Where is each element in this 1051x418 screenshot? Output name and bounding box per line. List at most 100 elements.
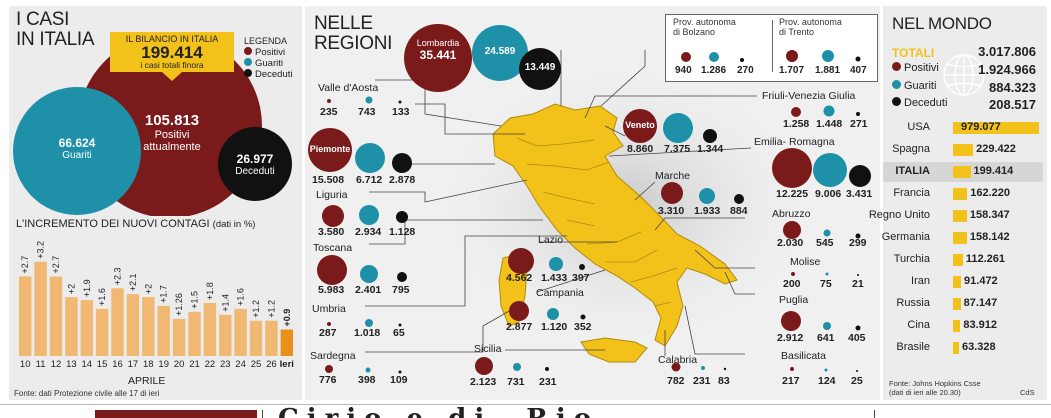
increment-value-label: +1.26 <box>174 293 184 316</box>
toscana-name: Toscana <box>313 242 353 254</box>
puglia-positivi-bubble <box>781 311 801 331</box>
world-positivi-row: Positivi 1.924.966 <box>892 62 1042 77</box>
increment-category-label: 13 <box>66 359 77 370</box>
friuli-deceduti: 271 <box>850 118 868 130</box>
veneto-deceduti: 1.344 <box>697 143 724 155</box>
footer-rule-right <box>874 410 875 418</box>
friuli-positivi-dot <box>791 107 801 117</box>
country-row: Turchia 112.261 <box>883 250 1043 270</box>
country-name: Cina <box>907 319 930 331</box>
bilancio-box: IL BILANCIO IN ITALIA 199.414 i casi tot… <box>110 32 234 72</box>
lombardia-deceduti: 13.449 <box>524 62 556 73</box>
italy-mainland-shape <box>492 103 738 347</box>
increment-bar <box>142 297 155 356</box>
italy-title-line2: IN ITALIA <box>16 29 95 50</box>
bolzano-name: Prov. autonoma di Bolzano <box>673 17 736 37</box>
country-value: 162.220 <box>970 187 1010 199</box>
increment-category-label: 25 <box>251 359 262 370</box>
increment-category-label: 20 <box>174 359 185 370</box>
increment-note: (dati in %) <box>212 219 256 230</box>
molise-deceduti: 21 <box>852 278 864 290</box>
world-credit: CdS <box>1020 388 1035 397</box>
piemonte-guariti: 6.712 <box>356 174 383 186</box>
increment-bar <box>249 320 263 356</box>
toscana-positivi-bubble <box>317 255 347 285</box>
piemonte-positivi-bubble <box>308 128 352 172</box>
increment-category-label: Ieri <box>280 359 294 370</box>
country-bar <box>953 320 961 332</box>
valle-aosta-guariti: 743 <box>358 106 376 118</box>
guariti-value: 66.624 <box>58 136 96 150</box>
basilicata-positivi-dot <box>790 367 794 371</box>
marche-guariti-bubble <box>699 188 715 204</box>
country-row: ITALIA 199.414 <box>883 162 1043 182</box>
italy-title-line1: I CASI <box>16 9 70 30</box>
emilia-deceduti-bubble <box>849 165 871 187</box>
world-positivi-label: Positivi <box>904 62 939 74</box>
valle-aosta-guariti-dot <box>365 96 373 104</box>
trento-positivi: 1.707 <box>779 65 805 76</box>
lazio-guariti: 1.433 <box>541 272 568 284</box>
legend: LEGENDA Positivi Guariti Deceduti <box>244 36 293 80</box>
increment-bar <box>80 300 93 356</box>
world-title: NEL MONDO <box>892 14 992 33</box>
increment-value-label: +2.3 <box>113 268 123 286</box>
valle-aosta-positivi-dot <box>327 99 331 103</box>
world-source: Fonte: Johns Hopkins Csse (dati di ieri … <box>889 379 981 397</box>
globe-icon <box>943 54 985 96</box>
country-bar <box>953 122 1039 134</box>
legend-label-deceduti: Deceduti <box>255 69 293 80</box>
increment-value-label: +2.1 <box>128 273 138 291</box>
toscana-deceduti-bubble <box>397 272 407 282</box>
lazio-guariti-bubble <box>549 257 563 271</box>
positivi-label2: attualmente <box>143 141 201 153</box>
bolzano-positivi-dot <box>681 52 691 62</box>
world-guariti-label: Guariti <box>904 80 937 92</box>
marche-deceduti-bubble <box>734 194 744 204</box>
positivi-value: 105.813 <box>144 112 200 129</box>
piemonte-deceduti: 2.878 <box>389 174 416 186</box>
increment-category-label: 12 <box>51 359 62 370</box>
campania-guariti: 1.120 <box>541 321 568 333</box>
basilicata-name: Basilicata <box>781 350 826 362</box>
liguria-positivi: 3.580 <box>318 226 345 238</box>
campania-name: Campania <box>536 287 584 299</box>
increment-value-label: +1.7 <box>159 285 169 303</box>
world-totali-value: 3.017.806 <box>978 44 1036 59</box>
world-deceduti-value: 208.517 <box>989 97 1036 112</box>
veneto-name: Veneto <box>625 120 655 130</box>
increment-bar <box>126 294 140 356</box>
molise-deceduti-dot <box>857 274 859 276</box>
veneto-guariti-bubble <box>663 113 693 143</box>
increment-category-label: 19 <box>158 359 169 370</box>
marche-positivi-bubble <box>661 182 683 204</box>
sardegna-guariti-dot <box>365 367 371 373</box>
country-bar <box>953 254 963 266</box>
calabria-positivi: 782 <box>667 375 685 387</box>
molise-positivi-dot <box>791 272 795 276</box>
lombardia-positivi-bubble <box>404 24 472 92</box>
umbria-guariti: 1.018 <box>354 327 381 339</box>
legend-dot-deceduti <box>244 69 252 77</box>
puglia-deceduti: 405 <box>848 332 866 344</box>
world-deceduti-dot <box>892 97 901 106</box>
italy-map <box>365 50 825 363</box>
increment-bar <box>34 261 47 356</box>
trento-positivi-dot <box>786 50 798 62</box>
molise-positivi: 200 <box>783 278 801 290</box>
country-row: Spagna 229.422 <box>883 140 1043 160</box>
prov-divider <box>772 20 773 72</box>
increment-bar-chart: +2.7 10 +3.2 11 +2.7 12 +2 13 +1.9 14 +1.6 15 +2.3 16… <box>19 241 294 370</box>
basilicata-guariti: 124 <box>818 375 836 387</box>
deceduti-value: 26.977 <box>236 152 274 166</box>
world-positivi-dot <box>892 62 901 71</box>
liguria-guariti-bubble <box>359 205 379 225</box>
world-positivi-value: 1.924.966 <box>978 62 1036 77</box>
abruzzo-guariti: 545 <box>816 237 834 249</box>
lazio-deceduti-dot <box>579 264 585 270</box>
increment-bar <box>280 329 293 356</box>
world-deceduti-label: Deceduti <box>904 97 948 109</box>
lazio-positivi-bubble <box>508 248 534 274</box>
guariti-text: 66.624 Guariti <box>40 136 114 161</box>
